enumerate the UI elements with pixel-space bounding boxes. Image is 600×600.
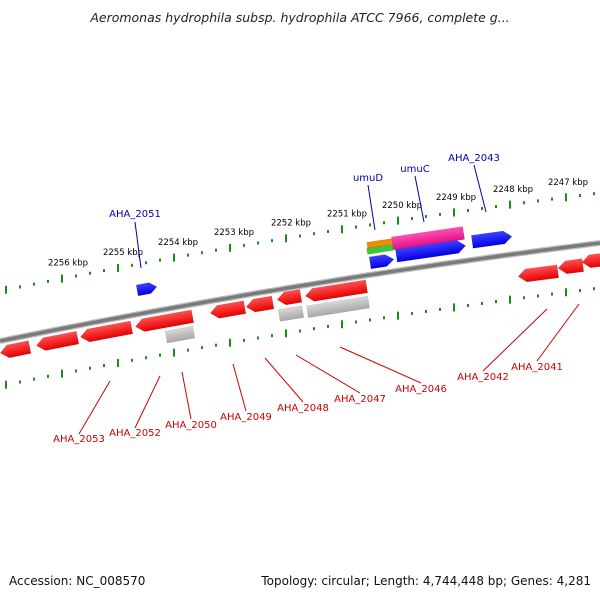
gene-aha-2043[interactable] [471,230,513,249]
label-aha-2043: AHA_2043 [448,153,500,164]
label-umuc: umuC [400,164,429,175]
gene-aha-2050[interactable] [134,309,194,333]
gene-aha-2051[interactable] [135,281,158,297]
map-title: Aeromonas hydrophila subsp. hydrophila A… [90,10,510,25]
label-aha-2041-leader [536,303,580,362]
label-aha-2042-leader [482,308,548,372]
scale-label: 2254 kbp [158,238,198,248]
label-aha-2051: AHA_2051 [109,209,161,220]
label-aha-2041: AHA_2041 [511,362,563,373]
scale-label: 2253 kbp [214,228,254,238]
label-umud: umuD [353,173,383,184]
scale-label: 2256 kbp [48,258,88,268]
gene-umud-green[interactable] [366,244,394,255]
scale-label: 2247 kbp [548,178,588,188]
label-aha-2051-leader [134,221,142,269]
genome-summary-text: Topology: circular; Length: 4,744,448 bp… [261,574,591,588]
label-aha-2049-leader [232,363,247,412]
label-aha-2050-leader [181,371,192,420]
label-aha-2047: AHA_2047 [334,394,386,405]
label-aha-2053: AHA_2053 [53,434,105,445]
scale-label: 2252 kbp [271,218,311,228]
gene-aha-2047-gray[interactable] [277,305,305,322]
label-aha-2043-leader [473,164,487,213]
gene-blue-b[interactable] [395,239,467,263]
accession-text: Accession: NC_008570 [9,574,146,588]
genome-backbone [0,241,600,343]
label-aha-2047-leader [295,354,361,394]
scale-label: 2255 kbp [103,248,143,258]
label-aha-2042: AHA_2042 [457,372,509,383]
gene-aha-2053a[interactable] [0,340,32,360]
scale-label: 2250 kbp [382,201,422,211]
label-aha-2049: AHA_2049 [220,412,272,423]
gene-aha-2041b[interactable] [581,252,600,269]
gene-aha-2046[interactable] [304,279,368,303]
label-aha-2046: AHA_2046 [395,384,447,395]
gene-blue-a[interactable] [368,253,395,270]
gene-aha-2052[interactable] [79,320,134,343]
scale-label: 2251 kbp [327,209,367,219]
gene-aha-2047[interactable] [276,289,303,306]
label-aha-2046-leader [339,346,422,384]
gene-umuc[interactable] [391,226,465,251]
label-aha-2050: AHA_2050 [165,420,217,431]
gene-aha-2042[interactable] [517,264,559,283]
label-umud-leader [367,184,376,231]
gene-aha-2048[interactable] [245,295,275,313]
label-umuc-leader [414,175,425,223]
label-aha-2048-leader [264,357,304,403]
gene-aha-2046-gray[interactable] [306,295,370,318]
label-aha-2052: AHA_2052 [109,428,161,439]
gene-aha-2050-gray[interactable] [164,325,196,344]
scale-label: 2249 kbp [436,193,476,203]
label-aha-2048: AHA_2048 [277,403,329,414]
scale-label: 2248 kbp [493,185,533,195]
gene-aha-2041[interactable] [557,258,584,275]
label-aha-2052-leader [134,375,161,429]
label-aha-2053-leader [78,380,111,435]
gene-aha-2049[interactable] [209,300,247,320]
gene-aha-2053[interactable] [35,330,80,352]
